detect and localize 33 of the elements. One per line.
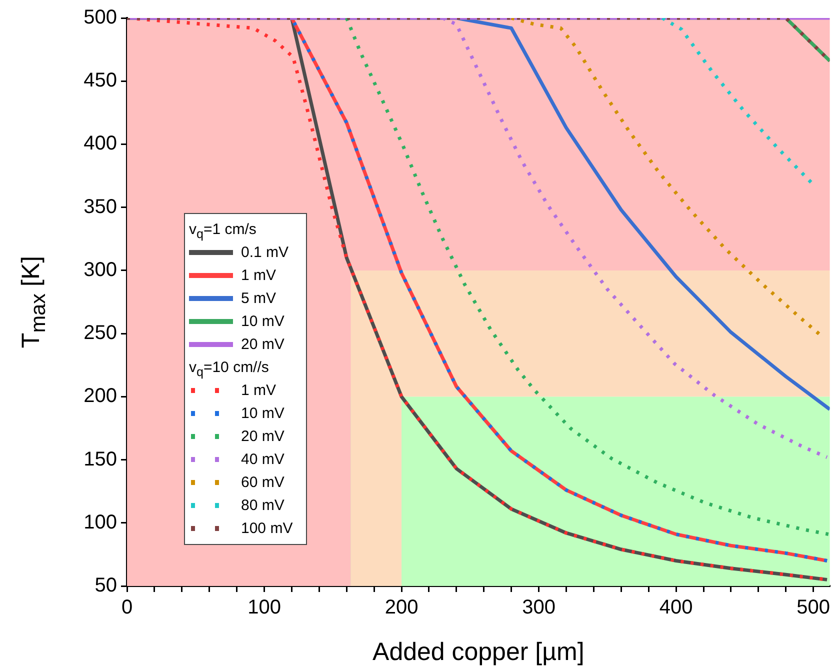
legend-label: 1 mV (241, 267, 276, 284)
legend-label: 10 mV (241, 313, 284, 330)
x-tick-label: 300 (522, 596, 556, 619)
y-tick-label: 350 (84, 196, 117, 218)
legend-label: 20 mV (241, 336, 284, 353)
y-tick-label: 400 (84, 132, 117, 155)
legend-title: v$_{q}$=1 cm/s (189, 220, 258, 241)
y-tick-label: 450 (84, 70, 117, 92)
legend-label: 40 mV (241, 451, 284, 468)
line-series (344, 18, 830, 536)
x-tick-label: 500 (796, 596, 830, 619)
legend-label: 100 mV (241, 520, 293, 537)
x-tick-label: 200 (384, 596, 418, 619)
y-tick-label: 250 (84, 322, 117, 344)
legend-label: 10 mV (241, 405, 284, 422)
x-axis-title: Added copper [µm] (372, 638, 584, 666)
legend-label: 60 mV (241, 474, 284, 491)
x-tick-label: 400 (659, 596, 693, 619)
legend-label: 20 mV (241, 428, 284, 445)
legend-label: 5 mV (241, 290, 276, 307)
annotation: v$_{q}$=10 cm//s (189, 358, 270, 379)
x-tick-label: 0 (121, 596, 133, 619)
y-tick-label: 200 (84, 385, 117, 408)
legend-label: 80 mV (241, 497, 284, 514)
line-series (510, 18, 822, 337)
y-tick-label: 100 (84, 511, 117, 534)
legend-label: 1 mV (241, 382, 276, 399)
legend-label: 0.1 mV (241, 244, 289, 261)
y-tick-label: 300 (84, 258, 117, 281)
y-tick-label: 50 (94, 574, 117, 597)
y-tick-label: 500 (84, 6, 117, 29)
y-tick-label: 150 (84, 448, 117, 470)
x-tick-label: 100 (248, 596, 281, 619)
